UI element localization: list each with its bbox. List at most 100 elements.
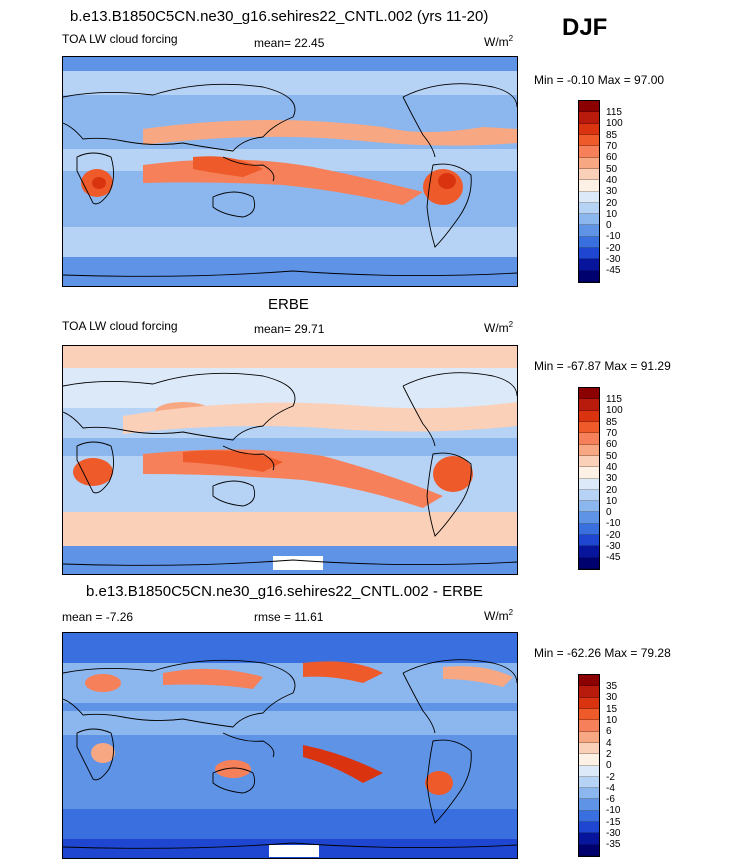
colorbar-segment — [579, 697, 599, 709]
colorbar-tick-label: 115 — [606, 107, 622, 118]
colorbar-segment — [579, 248, 599, 260]
panel2-minmax: Min = -67.87 Max = 91.29 — [534, 359, 671, 373]
colorbar-segment — [579, 270, 599, 282]
colorbar-segment — [579, 557, 599, 569]
colorbar-tick-label: -4 — [606, 782, 615, 794]
colorbar-tick-label: -20 — [606, 529, 621, 541]
panel3-colorbar — [578, 674, 600, 857]
panel1-units-label: W/m2 — [484, 34, 514, 49]
colorbar-segment — [579, 844, 599, 856]
panel1-colorbar — [578, 100, 600, 283]
colorbar-segment — [579, 236, 599, 249]
colorbar-tick-label: 100 — [606, 405, 623, 417]
panel1-variable-label: TOA LW cloud forcing — [62, 32, 178, 46]
colorbar-tick-label: 85 — [606, 416, 618, 428]
panel3-minmax: Min = -62.26 Max = 79.28 — [534, 646, 671, 660]
colorbar-tick-label: 50 — [606, 163, 618, 175]
colorbar-tick-label: 20 — [606, 197, 618, 209]
colorbar-segment — [579, 388, 599, 400]
colorbar-segment — [579, 523, 599, 536]
colorbar-segment — [579, 546, 599, 558]
colorbar-segment — [579, 686, 599, 698]
colorbar-segment — [579, 112, 599, 124]
panel2-units-label: W/m2 — [484, 320, 514, 335]
panel1-map — [62, 56, 518, 287]
panel1-minmax: Min = -0.10 Max = 97.00 — [534, 73, 665, 87]
colorbar-tick-label: 35 — [606, 681, 618, 692]
colorbar-segment — [579, 259, 599, 271]
panel1-title: b.e13.B1850C5CN.ne30_g16.sehires22_CNTL.… — [70, 8, 489, 25]
colorbar-segment — [579, 180, 599, 192]
colorbar-tick-label: 2 — [606, 748, 612, 760]
colorbar-segment — [579, 754, 599, 766]
panel3-rmse-label: rmse = 11.61 — [254, 610, 324, 624]
colorbar-tick-label: -30 — [606, 541, 621, 553]
colorbar-segment — [579, 191, 599, 203]
colorbar-tick-label: 6 — [606, 726, 612, 738]
colorbar-segment — [579, 708, 599, 721]
colorbar-segment — [579, 214, 599, 226]
colorbar-tick-label: 30 — [606, 473, 618, 485]
colorbar-segment — [579, 833, 599, 845]
colorbar-tick-label: 70 — [606, 140, 618, 152]
colorbar-tick-label: -20 — [606, 242, 621, 254]
colorbar-segment — [579, 444, 599, 456]
colorbar-tick-label: -10 — [606, 518, 621, 530]
colorbar-segment — [579, 410, 599, 422]
colorbar-tick-label: 60 — [606, 439, 618, 451]
panel3-units-label: W/m2 — [484, 608, 514, 623]
colorbar-segment — [579, 101, 599, 113]
colorbar-segment — [579, 501, 599, 513]
colorbar-tick-label: 30 — [606, 692, 618, 704]
colorbar-segment — [579, 202, 599, 215]
colorbar-tick-label: 40 — [606, 174, 618, 186]
colorbar-segment — [579, 157, 599, 169]
colorbar-tick-label: 0 — [606, 507, 612, 519]
colorbar-segment — [579, 399, 599, 411]
colorbar-segment — [579, 421, 599, 434]
colorbar-tick-label: 0 — [606, 220, 612, 232]
colorbar-tick-label: 70 — [606, 427, 618, 439]
panel2-title: ERBE — [268, 296, 309, 313]
colorbar-segment — [579, 822, 599, 834]
colorbar-tick-label: -10 — [606, 805, 621, 817]
colorbar-segment — [579, 467, 599, 479]
colorbar-tick-label: -30 — [606, 254, 621, 266]
colorbar-segment — [579, 776, 599, 789]
colorbar-segment — [579, 765, 599, 777]
colorbar-segment — [579, 225, 599, 237]
colorbar-tick-label: 20 — [606, 484, 618, 496]
colorbar-tick-label: 4 — [606, 737, 612, 749]
colorbar-segment — [579, 123, 599, 135]
colorbar-tick-label: 30 — [606, 186, 618, 198]
colorbar-tick-label: -6 — [606, 794, 615, 806]
panel3-mean-label: mean = -7.26 — [62, 610, 134, 624]
colorbar-tick-label: 10 — [606, 208, 618, 220]
colorbar-segment — [579, 720, 599, 732]
panel1-mean-label: mean= 22.45 — [254, 36, 325, 50]
colorbar-tick-label: 115 — [606, 394, 622, 405]
panel1-colorbar-labels: 115 100 85 70 60 50 40 30 20 10 0 -10 -20 -30 -45 — [606, 107, 623, 277]
colorbar-tick-label: -10 — [606, 231, 621, 243]
colorbar-segment — [579, 799, 599, 811]
colorbar-tick-label: -45 — [606, 552, 621, 564]
colorbar-segment — [579, 478, 599, 490]
colorbar-tick-label: 60 — [606, 152, 618, 164]
colorbar-tick-label: 10 — [606, 714, 618, 726]
colorbar-segment — [579, 134, 599, 147]
colorbar-tick-label: 0 — [606, 760, 612, 772]
colorbar-segment — [579, 489, 599, 502]
colorbar-tick-label: 50 — [606, 450, 618, 462]
colorbar-tick-label: 40 — [606, 461, 618, 473]
panel2-colorbar — [578, 387, 600, 570]
panel3-map — [62, 632, 518, 859]
colorbar-segment — [579, 810, 599, 823]
season-label: DJF — [562, 14, 608, 41]
panel2-variable-label: TOA LW cloud forcing — [62, 319, 178, 333]
colorbar-tick-label: 85 — [606, 129, 618, 141]
colorbar-tick-label: 100 — [606, 118, 623, 130]
colorbar-tick-label: -2 — [606, 771, 615, 783]
panel3-colorbar-labels: 35 30 15 10 6 4 2 0 -2 -4 -6 -10 -15 -30 -35 — [606, 681, 620, 851]
colorbar-segment — [579, 535, 599, 547]
panel2-map — [62, 345, 518, 575]
